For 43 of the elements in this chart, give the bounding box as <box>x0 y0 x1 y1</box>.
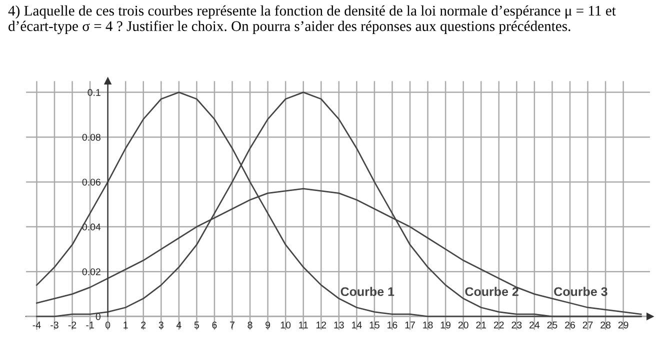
x-tick-label: 29 <box>618 322 628 328</box>
chart-title: 4) Laquelle de ces trois courbes représente la fonction de densité de la loi normale d’espérance μ = 11 et d’écart-type σ = 4 ? Justifier le choix. On pourra s’aider des réponses aux questions précédentes. <box>8 5 616 34</box>
y-tick-label: 0.02 <box>82 268 100 276</box>
x-tick-label: 15 <box>370 322 380 328</box>
x-tick-label: -3 <box>50 322 58 328</box>
x-tick-label: -2 <box>68 322 76 328</box>
x-tick-label: 26 <box>565 322 575 328</box>
x-tick-label: 3 <box>158 322 164 328</box>
x-tick-label: 6 <box>212 322 217 328</box>
x-tick-label: 4 <box>176 322 182 328</box>
x-tick-label: 25 <box>547 322 558 328</box>
x-tick-label: 1 <box>124 322 128 328</box>
x-tick-label: 13 <box>334 322 344 328</box>
series-label: Courbe 2 <box>465 286 518 296</box>
x-tick-label: 28 <box>600 322 611 328</box>
x-tick-label: 27 <box>582 322 593 328</box>
x-tick-label: 7 <box>230 322 234 328</box>
y-tick-label: 0 <box>96 313 100 320</box>
x-tick-label: 19 <box>440 322 450 328</box>
series-label: Courbe 3 <box>554 286 608 296</box>
x-tick-label: 5 <box>194 322 199 328</box>
x-tick-label: 10 <box>280 322 291 328</box>
x-tick-label: 2 <box>141 322 146 328</box>
x-tick-label: 0 <box>105 322 110 328</box>
series-label: Courbe 1 <box>340 286 394 296</box>
x-tick-label: 16 <box>388 322 398 328</box>
x-tick-label: 9 <box>266 322 270 328</box>
x-tick-label: 23 <box>512 322 522 328</box>
y-tick-label: 0.08 <box>82 134 100 141</box>
x-tick-label: -4 <box>32 322 41 328</box>
y-tick-label: 0.1 <box>88 89 100 96</box>
x-tick-label: 12 <box>316 322 326 328</box>
x-tick-label: 22 <box>494 322 504 328</box>
x-tick-label: 20 <box>458 322 468 328</box>
x-tick-label: 8 <box>248 322 252 328</box>
x-tick-label: 21 <box>476 322 486 328</box>
y-tick-label: 0.06 <box>82 178 100 186</box>
x-tick-label: 24 <box>530 322 540 328</box>
x-tick-label: 18 <box>423 322 433 328</box>
x-tick-label: 11 <box>299 322 308 328</box>
x-tick-label: 14 <box>352 322 362 328</box>
x-tick-label: 17 <box>405 322 415 328</box>
x-tick-label: -1 <box>86 322 94 328</box>
